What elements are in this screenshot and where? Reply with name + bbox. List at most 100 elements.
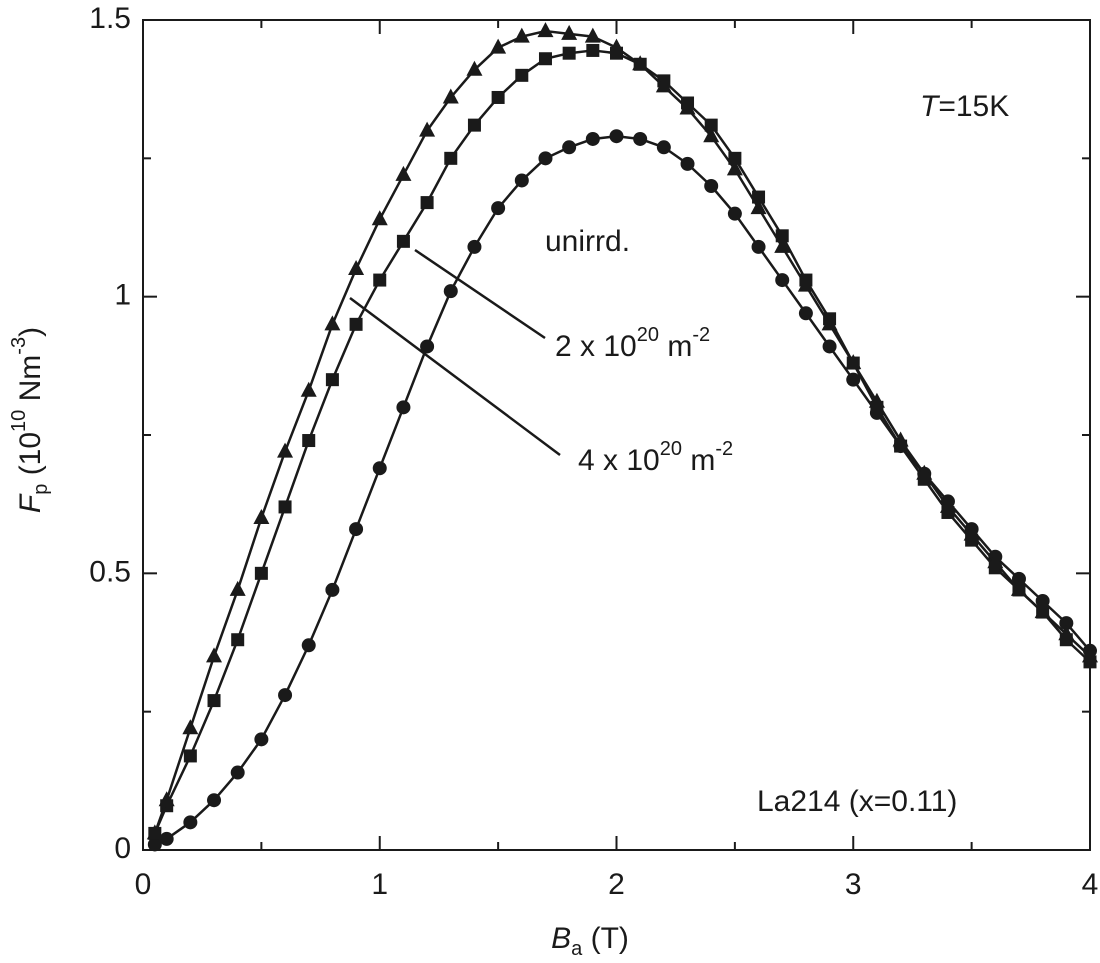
marker [561, 24, 578, 40]
marker [562, 140, 577, 155]
text-part: 4 x 10 [578, 444, 660, 477]
marker [158, 791, 175, 807]
text-part: -2 [715, 438, 733, 460]
marker [845, 354, 862, 370]
marker [680, 156, 695, 171]
text-part: unirrd. [545, 225, 630, 258]
marker [373, 273, 387, 287]
marker [916, 464, 933, 480]
text-part: La214 (x=0.11) [757, 785, 957, 818]
marker [655, 77, 672, 93]
y-tick-label: 0.5 [89, 555, 131, 588]
marker [278, 688, 293, 703]
text-part: 20 [660, 438, 682, 460]
marker [513, 27, 530, 43]
marker [254, 732, 269, 747]
marker [868, 392, 885, 408]
marker [371, 210, 388, 226]
marker [1082, 647, 1098, 663]
series-line [153, 49, 1091, 834]
marker [277, 442, 294, 458]
text-part: 20 [637, 324, 659, 346]
text-part: 10 [8, 410, 30, 432]
text-part: m [682, 444, 715, 477]
marker [797, 276, 814, 292]
marker [704, 118, 718, 132]
marker [1034, 603, 1051, 619]
marker [467, 118, 481, 132]
marker [230, 765, 245, 780]
marker [444, 151, 458, 165]
marker [1059, 616, 1074, 631]
x-tick-label: 2 [608, 868, 625, 901]
marker [584, 27, 601, 43]
marker [253, 509, 270, 524]
annotation: T=15K [920, 90, 1009, 123]
marker [656, 140, 671, 155]
marker [892, 431, 909, 447]
marker [963, 525, 980, 541]
marker [229, 580, 246, 596]
marker [632, 55, 649, 71]
marker [278, 500, 292, 514]
marker [728, 151, 742, 165]
marker [537, 22, 554, 38]
x-axis-label: Ba (T) [551, 922, 629, 960]
marker [775, 273, 790, 288]
marker [846, 372, 861, 387]
marker [608, 38, 625, 54]
marker [633, 131, 648, 146]
y-axis-label: Fp (1010 Nm-3) [8, 327, 52, 513]
leader-line [414, 248, 546, 340]
marker [442, 88, 459, 104]
marker [939, 497, 956, 513]
text-part: =15K [938, 90, 1009, 123]
y-tick-label: 1 [114, 279, 131, 312]
text-part: B [551, 922, 571, 955]
marker [420, 196, 434, 210]
marker [301, 638, 316, 653]
series-line [153, 29, 1091, 834]
text-part: F [14, 493, 47, 513]
marker [514, 173, 529, 188]
marker [751, 239, 766, 254]
marker [419, 121, 436, 137]
x-tick-label: 0 [135, 868, 152, 901]
annotation: unirrd. [545, 225, 630, 258]
marker [207, 694, 221, 708]
marker [302, 434, 316, 448]
marker [538, 52, 552, 66]
marker [325, 582, 340, 597]
text-part: Nm [14, 355, 47, 410]
marker [206, 647, 223, 663]
marker [798, 306, 813, 321]
annotation: 4 x 1020 m-2 [578, 438, 733, 477]
marker [1010, 580, 1027, 596]
marker [467, 239, 482, 254]
marker [372, 461, 387, 476]
marker [1058, 625, 1075, 641]
text-part: m [659, 330, 692, 363]
marker [466, 60, 483, 76]
x-tick-label: 4 [1082, 868, 1099, 901]
marker [538, 151, 553, 166]
marker [752, 190, 766, 204]
marker [207, 793, 222, 808]
marker [987, 553, 1004, 569]
marker [1011, 571, 1026, 586]
marker [300, 381, 317, 397]
marker [490, 38, 507, 54]
text-part: -3 [8, 337, 30, 355]
leader-line [349, 296, 561, 457]
marker [774, 237, 791, 253]
marker [183, 815, 198, 830]
marker [395, 165, 412, 181]
marker [775, 229, 789, 243]
marker [443, 284, 458, 299]
text-part: 2 x 10 [555, 330, 637, 363]
marker [182, 719, 199, 735]
marker [585, 131, 600, 146]
marker [1035, 594, 1050, 608]
marker [491, 201, 506, 216]
